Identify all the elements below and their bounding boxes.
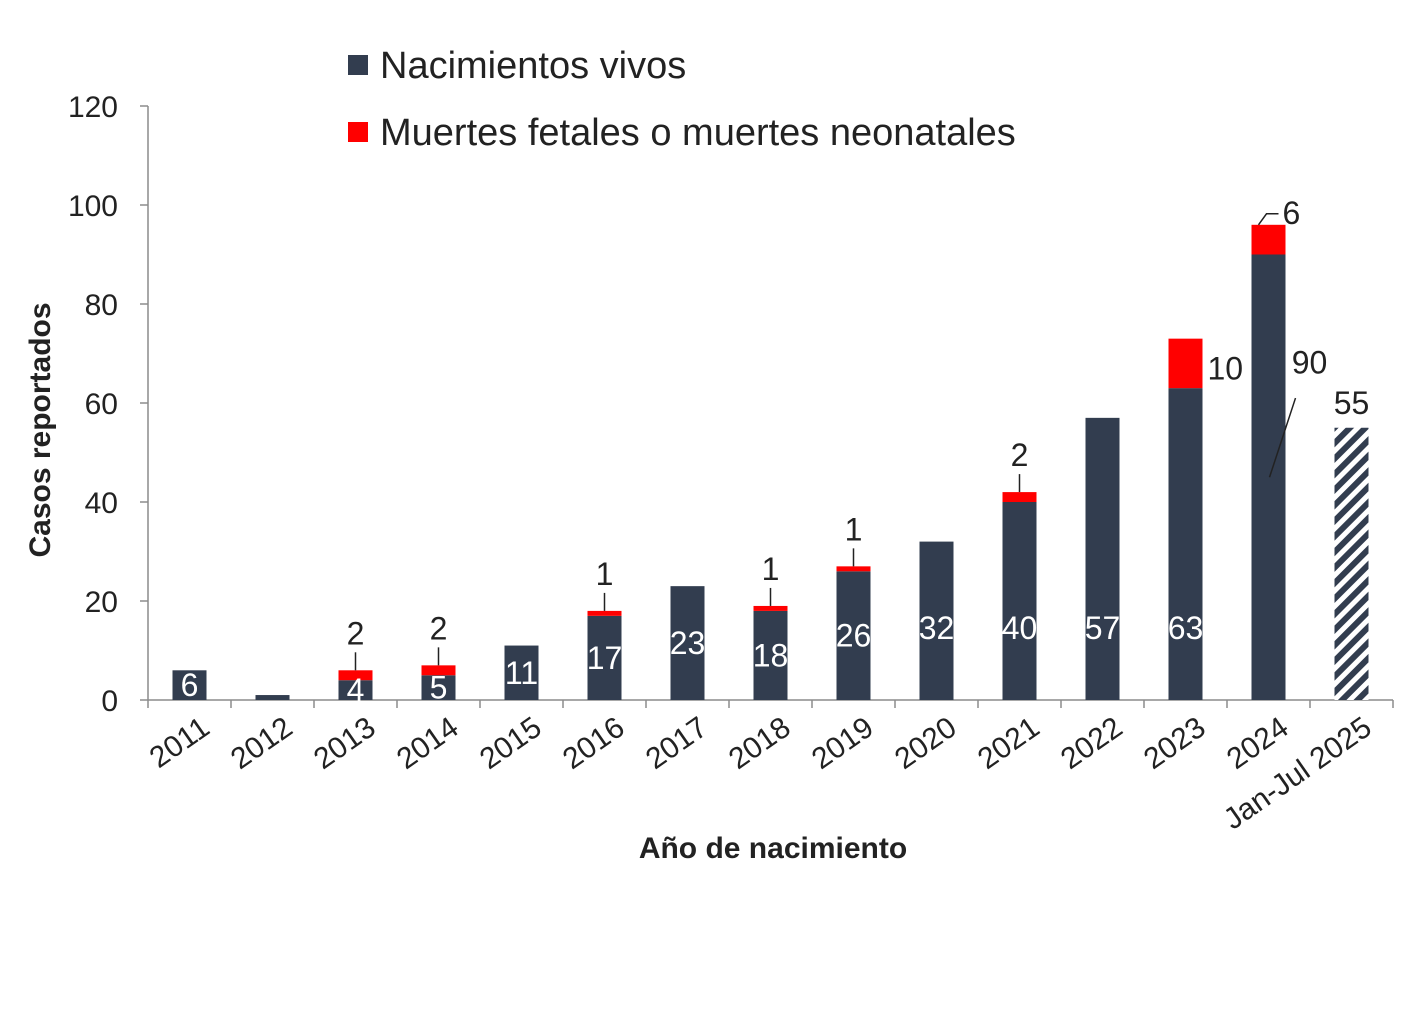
- label-nacimientos-vivos-2016: 17: [587, 640, 623, 676]
- label-muertes-2019: 1: [845, 511, 863, 547]
- label-muertes-2023: 10: [1208, 350, 1244, 386]
- label-nacimientos-vivos-2019: 26: [836, 618, 872, 654]
- x-tick-label-2022: 2022: [1055, 711, 1129, 776]
- bar-muertes-2019: [836, 566, 871, 572]
- y-tick-label-20: 20: [85, 586, 118, 619]
- bar-nacimientos-vivos-2014: [421, 675, 456, 700]
- bar-muertes-2018: [753, 605, 788, 611]
- bar-muertes-2013: [338, 670, 373, 681]
- label-nacimientos-vivos-2013: 4: [347, 672, 365, 708]
- legend-label-nacimientos-vivos: Nacimientos vivos: [380, 45, 686, 87]
- label-muertes-2013: 2: [347, 615, 365, 651]
- x-tick-label-2011: 2011: [144, 711, 216, 775]
- x-tick-label-2018: 2018: [723, 711, 797, 776]
- x-tick-label-2016: 2016: [557, 711, 631, 776]
- bar-nacimientos-vivos-2023: [1168, 388, 1203, 700]
- bar-nacimientos-vivos-2020: [919, 541, 954, 700]
- leader-line-muertes-2024: [1257, 213, 1279, 226]
- x-tick-label-2014: 2014: [391, 711, 465, 776]
- label-nacimientos-vivos-2015: 11: [505, 655, 538, 691]
- bar-nacimientos-vivos-2019: [836, 571, 871, 700]
- legend-swatch-muertes: [348, 122, 368, 142]
- y-tick-label-80: 80: [85, 289, 118, 322]
- label-muertes-2014: 2: [430, 610, 448, 646]
- legend-swatch-nacimientos-vivos: [348, 55, 368, 75]
- x-tick-label-2019: 2019: [806, 711, 880, 776]
- label-muertes-2021: 2: [1011, 437, 1029, 473]
- label-nacimientos-vivos-2018: 18: [753, 637, 789, 673]
- label-nacimientos-vivos-2024: 90: [1292, 344, 1328, 380]
- bar-nacimientos-vivos-2021: [1002, 502, 1037, 700]
- bar-nacimientos-vivos-2015: [504, 645, 539, 700]
- label-nacimientos-vivos-2011: 6: [181, 667, 199, 703]
- bar-nacimientos-vivos-2024: [1251, 254, 1286, 700]
- x-tick-label-2012: 2012: [225, 711, 299, 776]
- bar-nacimientos-vivos-2018: [753, 610, 788, 700]
- label-nacimientos-vivos-2017: 23: [670, 625, 706, 661]
- label-muertes-2024: 6: [1283, 195, 1301, 231]
- bar-muertes-2016: [587, 610, 622, 616]
- x-tick-label-2023: 2023: [1138, 711, 1212, 776]
- label-muertes-2018: 1: [762, 551, 780, 587]
- bar-muertes-2021: [1002, 492, 1037, 502]
- legend: Nacimientos vivos Muertes fetales o muer…: [348, 45, 1016, 154]
- bars: [172, 224, 1369, 700]
- bar-nacimientos-vivos-2017: [670, 586, 705, 700]
- label-nacimientos-vivos-2021: 40: [1002, 610, 1038, 646]
- bar-muertes-2014: [421, 665, 456, 676]
- leader-line-nacimientos-2024: [1268, 397, 1297, 478]
- x-tick-label-2015: 2015: [474, 711, 548, 776]
- x-tick-label-2020: 2020: [889, 711, 963, 776]
- y-tick-label-120: 120: [68, 91, 118, 124]
- label-nacimientos-vivos-2022: 57: [1085, 610, 1121, 646]
- data-labels: 6 4 2 5 2 11 17 1 23 18 1 26 1 32 40 2 57 63 10 90 6 55: [181, 195, 1370, 708]
- y-tick-label-100: 100: [68, 190, 118, 223]
- y-tick-label-0: 0: [101, 685, 118, 718]
- bar-nacimientos-vivos-2012: [255, 695, 290, 700]
- bar-nacimientos-vivos-2011: [172, 670, 207, 700]
- x-axis-title: Año de nacimiento: [639, 832, 907, 865]
- bar-nacimientos-vivos-2016: [587, 615, 622, 700]
- y-tick-label-40: 40: [85, 487, 118, 520]
- x-tick-label-2017: 2017: [640, 711, 714, 776]
- label-muertes-2016: 1: [596, 556, 614, 592]
- legend-label-muertes: Muertes fetales o muertes neonatales: [380, 112, 1016, 154]
- x-tick-label-2021: 2021: [972, 711, 1046, 776]
- label-nacimientos-vivos-2020: 32: [919, 610, 955, 646]
- bar-nacimientos-vivos-jan-jul-2025: [1334, 427, 1369, 700]
- bar-nacimientos-vivos-2013: [338, 680, 373, 700]
- bar-muertes-2024: [1251, 224, 1286, 255]
- y-tick-label-60: 60: [85, 388, 118, 421]
- label-nacimientos-vivos-2023: 63: [1168, 610, 1204, 646]
- y-axis-title: Casos reportados: [24, 302, 57, 557]
- label-nacimientos-vivos-2014: 5: [430, 670, 448, 706]
- bar-muertes-2023: [1168, 338, 1203, 389]
- x-tick-label-2013: 2013: [308, 711, 382, 776]
- label-nacimientos-vivos-jan-jul-2025: 55: [1334, 385, 1370, 421]
- bar-nacimientos-vivos-2022: [1085, 417, 1120, 700]
